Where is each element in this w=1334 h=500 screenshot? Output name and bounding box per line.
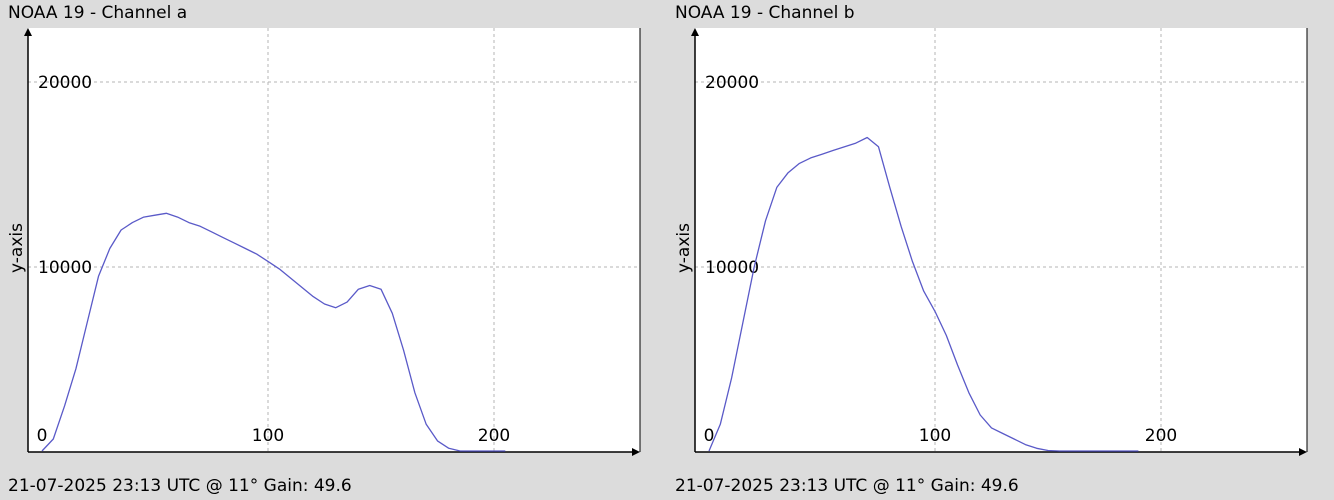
y-axis-arrow bbox=[691, 28, 699, 36]
chart-plot-a: 0 100 200 10000 20000 y-axis bbox=[7, 28, 641, 456]
series-line bbox=[41, 212, 506, 452]
x-axis-arrow bbox=[1299, 448, 1307, 456]
chart-panel-a: NOAA 19 - Channel a 0 100 200 10000 20000 y-a… bbox=[7, 3, 641, 496]
chart-title: NOAA 19 - Channel a bbox=[8, 3, 188, 23]
x-axis-arrow bbox=[632, 448, 640, 456]
plot-area bbox=[28, 28, 640, 452]
chart-title: NOAA 19 - Channel b bbox=[675, 3, 855, 23]
y-axis-label: y-axis bbox=[7, 223, 27, 273]
y-tick-label: 20000 bbox=[38, 73, 92, 93]
chart-panel-b: NOAA 19 - Channel b 0 100 200 10000 20000 y-a… bbox=[667, 0, 1334, 500]
chart-plot-b: 0 100 200 10000 20000 y-axis bbox=[674, 28, 1308, 456]
y-axis-arrow bbox=[24, 28, 32, 36]
status-footer: 21-07-2025 23:13 UTC @ 11° Gain: 49.6 bbox=[8, 476, 352, 496]
y-tick-label: 20000 bbox=[705, 73, 759, 93]
x-tick-label: 0 bbox=[704, 426, 715, 446]
y-tick-label: 10000 bbox=[38, 258, 92, 278]
status-footer: 21-07-2025 23:13 UTC @ 11° Gain: 49.6 bbox=[675, 476, 1019, 496]
x-tick-label: 200 bbox=[1145, 426, 1177, 446]
x-tick-label: 0 bbox=[37, 426, 48, 446]
y-axis-label: y-axis bbox=[674, 223, 694, 273]
series-line bbox=[708, 136, 1139, 452]
x-tick-label: 100 bbox=[919, 426, 951, 446]
x-tick-label: 200 bbox=[478, 426, 510, 446]
x-tick-label: 100 bbox=[252, 426, 284, 446]
y-tick-label: 10000 bbox=[705, 258, 759, 278]
plot-area bbox=[695, 28, 1307, 452]
